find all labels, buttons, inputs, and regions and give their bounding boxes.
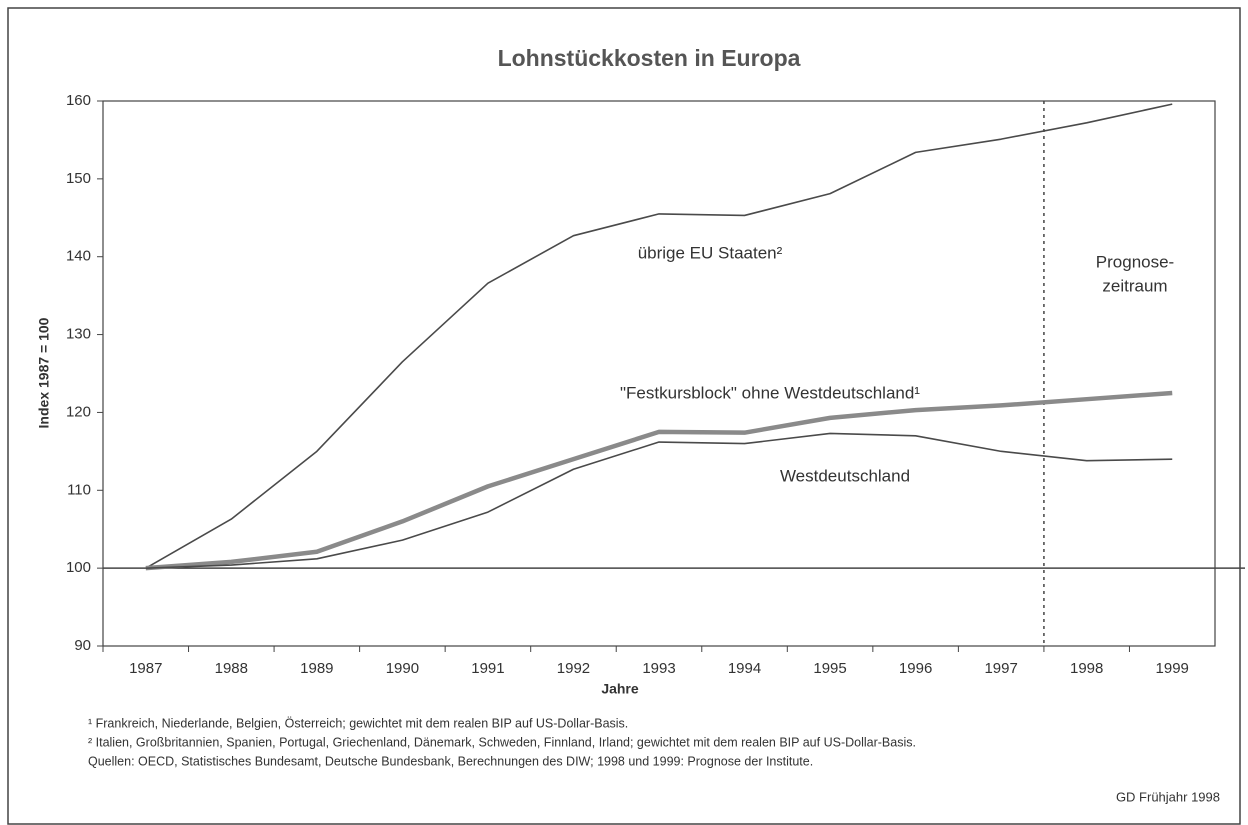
y-tick-label: 140	[66, 248, 91, 265]
y-tick-label: 150	[66, 170, 91, 187]
y-tick-label: 120	[66, 403, 91, 420]
series-label: übrige EU Staaten²	[638, 243, 783, 262]
x-tick-label: 1991	[471, 660, 504, 677]
x-tick-label: 1997	[984, 660, 1017, 677]
y-tick-label: 160	[66, 92, 91, 109]
x-tick-label: 1989	[300, 660, 333, 677]
series-line	[145, 103, 1173, 569]
series-label: "Festkursblock" ohne Westdeutschland¹	[620, 383, 920, 402]
series-line	[145, 390, 1173, 571]
footnote: ² Italien, Großbritannien, Spanien, Port…	[88, 735, 916, 749]
forecast-label: Prognose-	[1096, 252, 1174, 271]
x-tick-label: 1994	[728, 660, 761, 677]
series-label: Westdeutschland	[780, 466, 910, 485]
x-tick-label: 1993	[642, 660, 675, 677]
y-axis-label: Index 1987 = 100	[36, 317, 52, 428]
plot-area	[102, 100, 1216, 647]
x-axis-label: Jahre	[601, 681, 639, 697]
frame	[7, 7, 1241, 825]
x-tick-label: 1998	[1070, 660, 1103, 677]
y-tick-label: 100	[66, 559, 91, 576]
x-tick-label: 1990	[386, 660, 419, 677]
x-tick-label: 1987	[129, 660, 162, 677]
x-tick-label: 1988	[215, 660, 248, 677]
forecast-label: zeitraum	[1102, 276, 1167, 295]
y-tick-label: 130	[66, 326, 91, 343]
x-tick-label: 1995	[813, 660, 846, 677]
credit: GD Frühjahr 1998	[1116, 789, 1220, 804]
x-tick-label: 1992	[557, 660, 590, 677]
series-line	[145, 432, 1173, 569]
footnote: ¹ Frankreich, Niederlande, Belgien, Öste…	[88, 716, 628, 730]
x-tick-label: 1999	[1156, 660, 1189, 677]
footnote: Quellen: OECD, Statistisches Bundesamt, …	[88, 754, 813, 768]
chart-title: Lohnstückkosten in Europa	[498, 45, 801, 71]
x-tick-label: 1996	[899, 660, 932, 677]
y-tick-label: 90	[74, 637, 91, 654]
y-tick-label: 110	[67, 481, 91, 498]
